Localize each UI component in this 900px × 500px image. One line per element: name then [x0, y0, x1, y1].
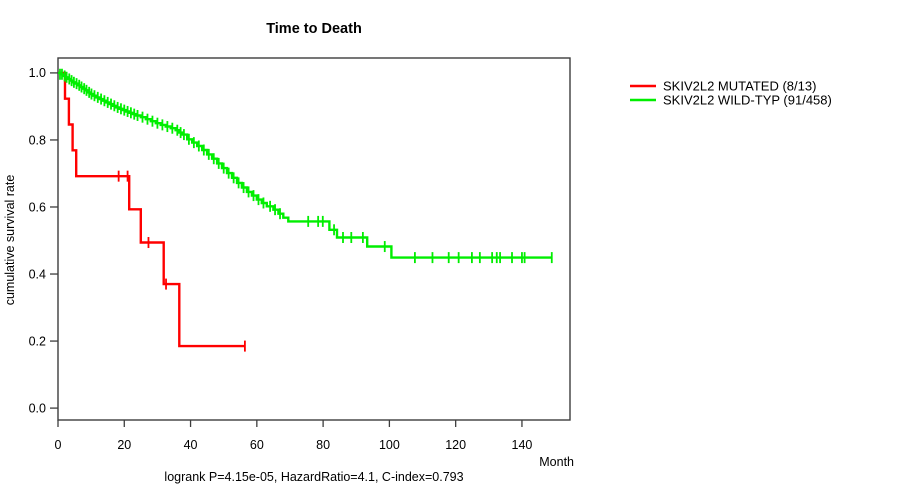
- x-tick-label: 40: [184, 438, 198, 452]
- y-tick-label: 0.4: [29, 267, 46, 281]
- axes: 0 20 40 60 80 100 120 140 0.0 0.2 0.4 0.6 0.8 1.0: [29, 57, 571, 452]
- legend-label-wildtype: SKIV2L2 WILD-TYP (91/458): [663, 93, 832, 108]
- y-tick-label: 0.2: [29, 334, 46, 348]
- wildtype-curve-group: [58, 68, 553, 264]
- x-tick-label: 140: [512, 438, 533, 452]
- survival-curves: [58, 68, 553, 352]
- x-tick-label: 0: [55, 438, 62, 452]
- x-tick-label: 20: [117, 438, 131, 452]
- chart-title: Time to Death: [266, 21, 362, 37]
- y-tick-label: 0.8: [29, 133, 46, 147]
- mutated-curve-group: [58, 71, 246, 352]
- y-tick-label: 1.0: [29, 66, 46, 80]
- mutated-curve: [58, 71, 245, 348]
- legend: SKIV2L2 MUTATED (8/13) SKIV2L2 WILD-TYP …: [630, 79, 832, 108]
- stats-annotation: logrank P=4.15e-05, HazardRatio=4.1, C-i…: [164, 470, 463, 484]
- wildtype-curve: [58, 71, 552, 259]
- x-axis-label: Month: [539, 455, 574, 469]
- y-axis-label: cumulative survival rate: [3, 175, 17, 306]
- y-tick-label: 0.0: [29, 401, 46, 415]
- y-tick-label: 0.6: [29, 200, 46, 214]
- x-tick-label: 100: [379, 438, 400, 452]
- plot-box: [57, 57, 571, 421]
- x-tick-label: 80: [316, 438, 330, 452]
- x-tick-label: 60: [250, 438, 264, 452]
- legend-label-mutated: SKIV2L2 MUTATED (8/13): [663, 79, 816, 94]
- x-tick-label: 120: [445, 438, 466, 452]
